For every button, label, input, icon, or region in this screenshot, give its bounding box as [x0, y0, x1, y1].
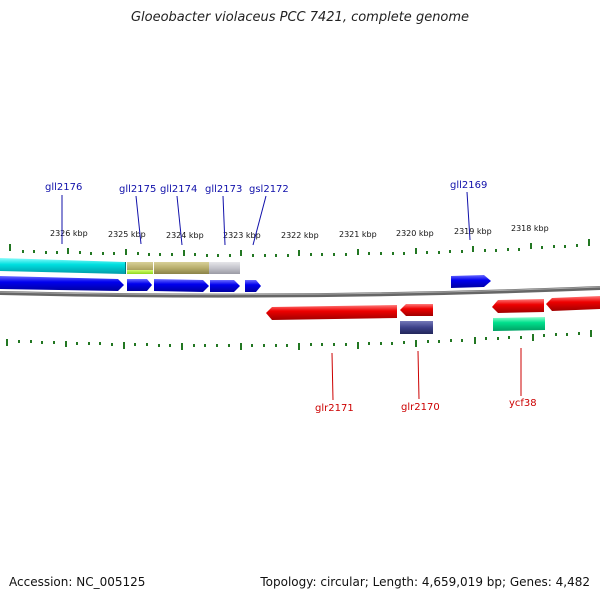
scale-labels: 2326 kbp 2325 kbp 2324 kbp 2323 kbp 2322… — [50, 224, 549, 240]
scale-label: 2318 kbp — [511, 224, 549, 233]
genome-backbone — [0, 286, 600, 298]
scale-label: 2324 kbp — [166, 231, 204, 240]
gene-label-gll2174[interactable]: gll2174 — [160, 184, 197, 195]
gene-label-glr2171[interactable]: glr2171 — [315, 403, 354, 414]
scale-label: 2325 kbp — [108, 230, 146, 239]
reverse-features-row2 — [400, 317, 545, 334]
gene-arrow-ycf38[interactable] — [492, 299, 544, 313]
gene-label-gll2175[interactable]: gll2175 — [119, 184, 156, 195]
scale-label: 2322 kbp — [281, 231, 319, 240]
gene-arrow-glr2170[interactable] — [400, 304, 433, 316]
scale-label: 2326 kbp — [50, 229, 88, 238]
reverse-label-leaders — [331, 348, 522, 401]
accession-text: Accession: NC_005125 — [9, 575, 146, 589]
forward-gene-arrows — [0, 275, 491, 292]
reverse-gene-labels: glr2171 glr2170 ycf38 — [315, 398, 537, 414]
reverse-gene-arrows — [266, 296, 600, 320]
upper-tick-scale — [9, 239, 590, 257]
forward-features-row1 — [0, 258, 240, 274]
chart-title: Gloeobacter violaceus PCC 7421, complete… — [130, 10, 470, 25]
gene-arrow-gll2176[interactable] — [0, 276, 124, 291]
green-feature[interactable] — [493, 317, 545, 331]
gene-label-gll2173[interactable]: gll2173 — [205, 184, 242, 195]
cyan-feature[interactable] — [0, 258, 125, 274]
navy-feature[interactable] — [400, 321, 433, 334]
gene-arrow-gsl2172[interactable] — [245, 280, 261, 292]
gene-arrow-gll2169[interactable] — [451, 275, 491, 288]
scale-label: 2321 kbp — [339, 230, 377, 239]
gene-arrow-gll2173[interactable] — [210, 280, 240, 292]
forward-gene-labels: gll2176 gll2175 gll2174 gll2173 gsl2172 … — [45, 180, 487, 195]
gene-arrow-right-edge[interactable] — [546, 296, 600, 311]
grey-feature[interactable] — [209, 262, 240, 274]
gene-arrow-glr2171[interactable] — [266, 305, 397, 320]
gene-label-gll2176[interactable]: gll2176 — [45, 182, 82, 193]
scale-label: 2323 kbp — [223, 231, 261, 240]
gene-label-gll2169[interactable]: gll2169 — [450, 180, 487, 191]
scale-label: 2320 kbp — [396, 229, 434, 238]
gene-label-ycf38[interactable]: ycf38 — [509, 398, 537, 409]
genome-summary-text: Topology: circular; Length: 4,659,019 bp… — [260, 575, 590, 589]
lower-tick-scale — [6, 330, 592, 350]
scale-label: 2319 kbp — [454, 227, 492, 236]
forward-label-leaders — [61, 191, 471, 246]
gene-arrow-gll2174[interactable] — [154, 279, 209, 292]
gene-arrow-gll2175[interactable] — [127, 279, 152, 291]
gene-label-glr2170[interactable]: glr2170 — [401, 402, 440, 413]
olive-feature[interactable] — [154, 262, 209, 274]
gene-label-gsl2172[interactable]: gsl2172 — [249, 184, 289, 195]
